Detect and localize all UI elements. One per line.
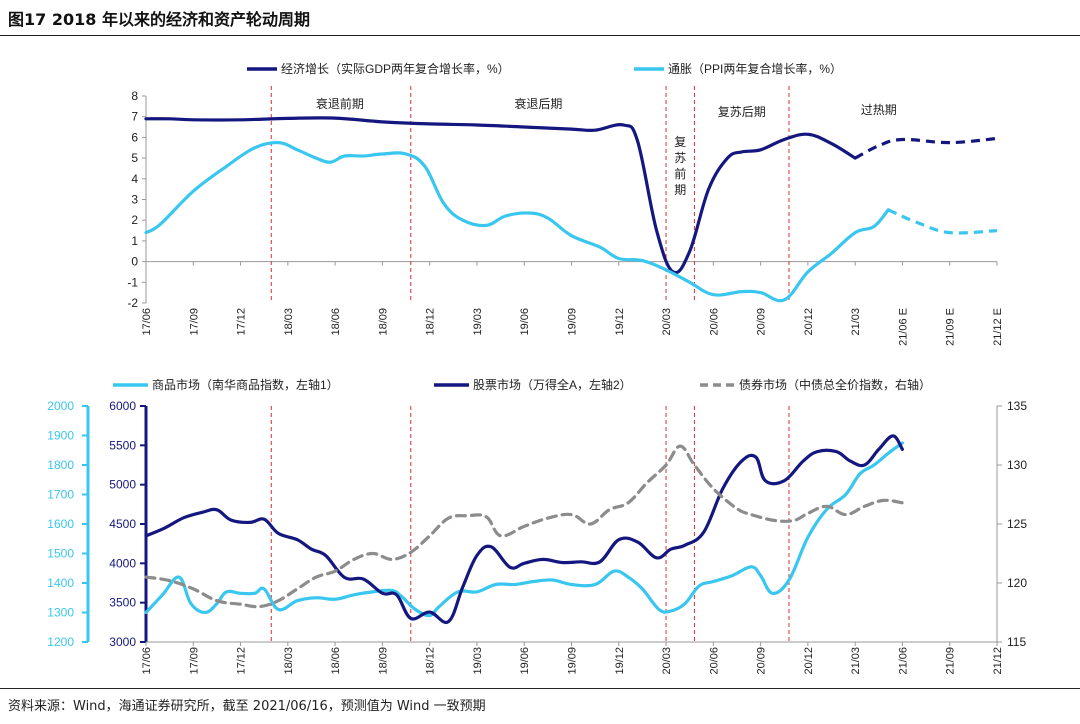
- left1-tick-label: 1200: [47, 635, 74, 649]
- top-x-tick-label: 20/09: [756, 308, 768, 336]
- top-legend: 经济增长（实际GDP两年复合增长率，%） 通胀（PPI两年复合增长率，%）: [247, 61, 842, 76]
- top-y-tick-label: 5: [131, 151, 138, 165]
- ppi-forecast-line: [887, 208, 998, 235]
- gdp-line: [144, 116, 857, 275]
- right-tick-label: 125: [1007, 517, 1027, 531]
- legend-label-gdp: 经济增长（实际GDP两年复合增长率，%）: [281, 61, 510, 76]
- top-y-tick-label: 6: [131, 130, 138, 144]
- stock-line: [144, 434, 904, 625]
- right-tick-label: 115: [1007, 635, 1026, 649]
- ppi-line: [144, 140, 890, 303]
- top-y-tick-label: -1: [127, 275, 138, 289]
- top-x-tick-label: 18/12: [425, 308, 437, 336]
- bottom-x-tick-label: 19/03: [472, 647, 484, 675]
- bottom-x-tick-label: 19/12: [614, 647, 626, 675]
- left1-tick-label: 1300: [47, 606, 74, 620]
- bond-line: [144, 444, 904, 609]
- left2-tick-label: 5000: [109, 478, 136, 492]
- top-x-tick-label: 18/03: [283, 308, 295, 336]
- phase-label: 衰退后期: [514, 96, 562, 111]
- bottom-x-tick-label: 17/06: [141, 647, 153, 675]
- bottom-x-tick-label: 18/06: [330, 647, 342, 675]
- title-divider: [0, 35, 1080, 36]
- right-tick-label: 135: [1007, 399, 1027, 413]
- top-x-tick-label: 17/12: [236, 308, 248, 336]
- gdp-forecast-line: [854, 136, 998, 160]
- left2-tick-label: 3500: [109, 596, 136, 610]
- bottom-chart: 2000 1900 1800 1700 1600 1500 1400 1300 1200 6000…: [47, 399, 1027, 675]
- top-x-tick-label: 18/09: [377, 308, 389, 336]
- top-x-tick-label: 20/06: [708, 308, 720, 336]
- top-x-tick-label: 17/09: [188, 308, 200, 336]
- left1-tick-label: 2000: [47, 399, 74, 413]
- left2-tick-label: 4500: [109, 517, 136, 531]
- bottom-x-tick-label: 20/09: [756, 647, 768, 675]
- top-chart: 8 7 6 5 4 3 2 1 0 -1 -217/06 17/09 17/12 18/03 18/06 18…: [127, 86, 1004, 346]
- top-y-tick-label: 1: [131, 234, 138, 248]
- bottom-x-tick-label: 20/06: [708, 647, 720, 675]
- left1-tick-label: 1900: [47, 429, 74, 443]
- bottom-legend: 商品市场（南华商品指数，左轴1） 股票市场（万得全A，左轴2） 债券市场（中债总…: [113, 377, 931, 392]
- bottom-x-tick-label: 21/12: [992, 647, 1004, 675]
- legend-label-ppi: 通胀（PPI两年复合增长率，%）: [668, 61, 842, 76]
- legend-label-stock: 股票市场（万得全A，左轴2）: [473, 377, 632, 392]
- phase-label-vertical: 复苏前期: [674, 135, 686, 197]
- left2-tick-label: 6000: [109, 399, 136, 413]
- source-note: 资料来源：Wind，海通证券研究所，截至 2021/06/16，预测值为 Win…: [8, 699, 486, 714]
- right-tick-label: 130: [1007, 458, 1027, 472]
- top-y-tick-label: 8: [131, 89, 138, 103]
- bottom-x-tick-label: 18/12: [425, 647, 437, 675]
- top-y-tick-label: 2: [131, 213, 138, 227]
- legend-label-commodity: 商品市场（南华商品指数，左轴1）: [152, 377, 339, 392]
- source-divider: [0, 688, 1080, 689]
- left1-tick-label: 1700: [47, 488, 74, 502]
- figure-title: 图17 2018 年以来的经济和资产轮动周期: [8, 10, 310, 29]
- left1-tick-label: 1600: [47, 517, 74, 531]
- bottom-x-tick-label: 17/12: [236, 647, 248, 675]
- bottom-x-tick-label: 17/09: [188, 647, 200, 675]
- top-x-tick-label: 17/06: [141, 308, 153, 336]
- bottom-x-tick-label: 21/09: [945, 647, 957, 675]
- top-x-tick-label: 18/06: [330, 308, 342, 336]
- bottom-x-tick-label: 20/12: [803, 647, 815, 675]
- left1-tick-label: 1500: [47, 547, 74, 561]
- top-x-tick-label: 21/03: [850, 308, 862, 336]
- left2-tick-label: 5500: [109, 438, 136, 452]
- left2-tick-label: 4000: [109, 556, 136, 570]
- top-x-tick-label: 21/06 E: [897, 308, 909, 346]
- commodity-line: [144, 441, 904, 618]
- top-x-tick-label: 19/09: [567, 308, 579, 336]
- top-y-tick-label: 3: [131, 193, 138, 207]
- legend-label-bond: 债券市场（中债总全价指数，右轴）: [739, 377, 931, 392]
- bottom-x-tick-label: 19/06: [519, 647, 531, 675]
- phase-label: 复苏后期: [718, 105, 766, 119]
- top-x-tick-label: 19/06: [519, 308, 531, 336]
- left1-tick-label: 1800: [47, 458, 74, 472]
- top-x-tick-label: 19/03: [472, 308, 484, 336]
- bottom-x-tick-label: 18/09: [377, 647, 389, 675]
- phase-label: 过热期: [861, 103, 897, 117]
- phase-label: 衰退前期: [316, 96, 364, 111]
- bottom-x-tick-label: 21/03: [850, 647, 862, 675]
- top-x-tick-label: 21/12 E: [992, 308, 1004, 346]
- left2-tick-label: 3000: [109, 635, 136, 649]
- top-x-tick-label: 20/12: [803, 308, 815, 336]
- top-x-tick-label: 20/03: [661, 308, 673, 336]
- right-tick-label: 120: [1007, 576, 1027, 590]
- top-x-tick-label: 21/09 E: [945, 308, 957, 346]
- top-y-tick-label: -2: [127, 296, 138, 310]
- bottom-x-tick-label: 20/03: [661, 647, 673, 675]
- bottom-x-tick-label: 21/06: [897, 647, 909, 675]
- top-y-tick-label: 0: [131, 255, 138, 269]
- bottom-x-tick-label: 19/09: [567, 647, 579, 675]
- bottom-x-tick-label: 18/03: [283, 647, 295, 675]
- left1-tick-label: 1400: [47, 576, 74, 590]
- top-y-tick-label: 7: [131, 110, 138, 124]
- top-y-tick-label: 4: [131, 172, 138, 186]
- top-x-tick-label: 19/12: [614, 308, 626, 336]
